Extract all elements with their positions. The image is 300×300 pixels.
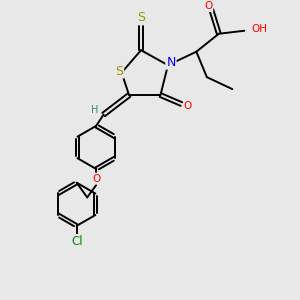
Text: S: S: [115, 64, 123, 78]
Text: OH: OH: [252, 24, 268, 34]
Text: N: N: [166, 56, 176, 69]
Text: O: O: [204, 1, 212, 11]
Text: H: H: [91, 105, 98, 115]
Text: S: S: [137, 11, 145, 24]
Text: O: O: [92, 173, 100, 184]
Text: Cl: Cl: [71, 235, 82, 248]
Text: O: O: [184, 100, 192, 110]
